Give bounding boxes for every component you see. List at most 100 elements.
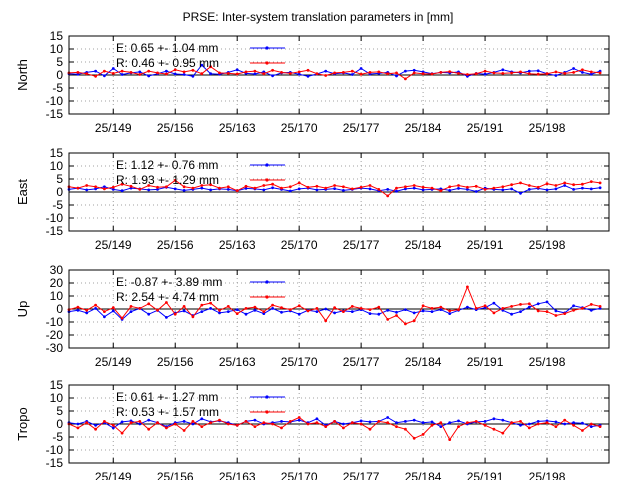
- x-tick-label: 25/156: [157, 470, 194, 480]
- data-point-R: [412, 184, 416, 187]
- data-point-R: [581, 182, 584, 186]
- data-point-R: [306, 185, 310, 189]
- data-point-E: [412, 186, 416, 190]
- data-point-R: [581, 307, 584, 310]
- data-point-R: [501, 307, 505, 310]
- data-point-E: [226, 310, 230, 313]
- x-tick-label: 25/149: [95, 121, 132, 135]
- y-tick-label: 30: [50, 263, 64, 277]
- data-point-R: [85, 421, 89, 425]
- data-point-R: [377, 70, 381, 74]
- data-point-R: [85, 72, 89, 76]
- data-point-R: [527, 426, 531, 430]
- data-point-R: [324, 74, 328, 77]
- data-point-E: [324, 307, 328, 311]
- data-point-R: [280, 186, 283, 190]
- data-point-E: [430, 420, 434, 424]
- data-point-E: [510, 312, 513, 316]
- data-point-R: [466, 285, 469, 289]
- data-point-E: [342, 189, 345, 192]
- data-point-R: [280, 426, 283, 430]
- x-tick-label: 25/184: [405, 355, 442, 369]
- legend-swatch-point: [265, 410, 269, 414]
- data-point-E: [103, 315, 106, 319]
- data-point-E: [474, 190, 478, 193]
- data-point-R: [138, 188, 142, 191]
- data-point-R: [111, 72, 115, 75]
- data-point-E: [572, 188, 575, 191]
- legend-swatch-point: [265, 178, 269, 182]
- data-point-E: [111, 188, 115, 191]
- data-point-R: [412, 319, 416, 323]
- data-point-R: [262, 72, 266, 76]
- data-point-R: [191, 186, 195, 190]
- data-point-R: [359, 72, 363, 76]
- data-point-R: [421, 304, 425, 308]
- data-point-R: [457, 184, 460, 187]
- data-point-R: [235, 312, 239, 315]
- data-point-R: [218, 71, 221, 75]
- y-tick-label: 15: [50, 146, 64, 160]
- y-tick-label: -30: [46, 341, 64, 355]
- data-point-R: [244, 420, 248, 423]
- data-point-R: [421, 433, 425, 436]
- data-point-E: [421, 309, 425, 313]
- data-point-R: [581, 68, 584, 72]
- data-point-E: [572, 304, 575, 308]
- data-point-R: [448, 70, 452, 73]
- data-point-R: [527, 72, 531, 76]
- data-point-E: [501, 68, 505, 72]
- data-point-E: [519, 191, 522, 195]
- data-point-R: [324, 425, 328, 428]
- data-point-R: [182, 185, 186, 189]
- data-point-R: [439, 189, 443, 193]
- x-tick-label: 25/191: [467, 121, 504, 135]
- data-point-E: [404, 187, 407, 191]
- data-point-R: [103, 69, 106, 73]
- data-point-R: [501, 72, 505, 75]
- data-point-R: [510, 421, 513, 425]
- data-point-E: [492, 301, 496, 305]
- x-tick-label: 25/198: [529, 355, 566, 369]
- data-point-R: [466, 185, 469, 189]
- data-point-E: [404, 308, 407, 311]
- data-point-E: [386, 308, 390, 312]
- data-point-R: [200, 303, 204, 307]
- data-point-E: [191, 422, 195, 426]
- data-point-R: [120, 69, 124, 73]
- data-point-E: [421, 188, 425, 192]
- data-point-E: [359, 419, 363, 423]
- data-point-E: [448, 312, 452, 315]
- x-tick-label: 25/184: [405, 121, 442, 135]
- data-point-R: [589, 70, 593, 74]
- y-tick-label: 10: [50, 42, 64, 56]
- data-point-E: [519, 310, 522, 313]
- data-point-E: [173, 72, 177, 76]
- data-point-R: [572, 308, 575, 312]
- data-point-E: [483, 72, 487, 76]
- data-point-R: [315, 184, 319, 188]
- data-point-R: [103, 187, 106, 191]
- data-point-E: [527, 188, 531, 191]
- data-point-E: [598, 186, 602, 190]
- data-point-E: [368, 420, 372, 424]
- data-point-R: [271, 303, 274, 307]
- data-point-R: [288, 72, 292, 75]
- data-point-R: [563, 72, 567, 75]
- data-point-E: [483, 420, 487, 423]
- x-tick-label: 25/170: [281, 121, 318, 135]
- data-point-R: [262, 310, 266, 313]
- data-point-E: [165, 69, 168, 73]
- data-point-R: [554, 425, 558, 428]
- data-point-E: [466, 305, 469, 309]
- y-tick-label: 5: [56, 404, 63, 418]
- data-point-R: [306, 309, 310, 313]
- data-point-E: [182, 309, 186, 313]
- data-point-R: [457, 72, 460, 75]
- data-point-E: [315, 417, 319, 421]
- data-point-R: [386, 318, 390, 321]
- data-point-E: [147, 418, 151, 422]
- data-point-R: [589, 422, 593, 426]
